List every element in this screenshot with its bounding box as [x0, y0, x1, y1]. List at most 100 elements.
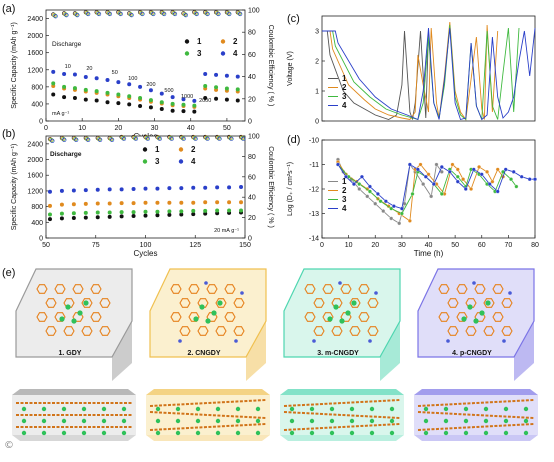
slab-lithium-atom [389, 406, 395, 412]
slab-lithium-atom [61, 406, 67, 412]
series-point-2 [469, 187, 474, 191]
slab-lithium-atom [175, 430, 181, 436]
ce-point-b [145, 136, 150, 141]
series-point-3 [127, 94, 132, 99]
slab-lithium-atom [121, 406, 127, 412]
series-point-4 [383, 199, 388, 204]
ce-point-a [74, 12, 79, 17]
annotation-discharge: Discharge [52, 41, 82, 48]
annotation-rate: 100 [128, 76, 137, 82]
slab-layer [417, 423, 535, 431]
series-point-2 [426, 172, 431, 177]
x-tick-label-d: 70 [504, 242, 512, 249]
slab-lithium-atom [41, 418, 47, 424]
slab-lithium-atom [503, 430, 509, 436]
series-point-4 [94, 76, 99, 81]
legend-label-4: 4 [342, 204, 347, 213]
lattice-ring [358, 312, 370, 322]
slab-top [12, 389, 136, 395]
ce-point-b [49, 138, 54, 143]
legend-swatch-1 [142, 147, 148, 152]
series-point-1 [235, 98, 240, 103]
series-point-1 [95, 215, 100, 220]
lattice-ring [367, 298, 379, 308]
legend-label-1: 1 [197, 37, 202, 46]
series-point-1 [215, 211, 220, 216]
x-tick-label-d: 20 [371, 242, 379, 249]
series-point-4 [336, 162, 340, 167]
legend-swatch-1 [184, 39, 190, 44]
ce-point-a [86, 11, 91, 17]
series-point-1 [59, 216, 64, 221]
ce-point-a [237, 11, 242, 16]
ce-point-a [194, 11, 199, 17]
lithium-atom [473, 318, 479, 324]
series-point-3 [389, 206, 394, 211]
lattice-ring [456, 284, 468, 294]
y-tick-label-a: 800 [31, 84, 43, 91]
legend-label-2: 2 [342, 83, 347, 92]
lattice-ring [358, 284, 370, 294]
y2-tick-label-a: 0 [248, 119, 252, 126]
series-point-3 [83, 210, 88, 215]
slab-lithium-atom [349, 418, 355, 424]
lattice-ring [224, 284, 236, 294]
legend-label-3: 3 [342, 195, 347, 204]
annotation-rate: 10 [65, 64, 71, 70]
slab-lithium-atom [389, 430, 395, 436]
y-tick-label-a: 400 [31, 101, 43, 108]
series-point-3 [239, 208, 244, 213]
ce-point-b [97, 137, 102, 142]
series-point-1 [181, 109, 186, 114]
series-point-2 [59, 202, 64, 207]
y2-tick-label-b: 60 [248, 174, 256, 181]
lattice-ring [349, 298, 361, 308]
slab-lithium-atom [101, 406, 107, 412]
ce-point-b [133, 136, 139, 141]
y2-tick-label-b: 100 [248, 134, 260, 141]
ce-point-a [139, 11, 144, 16]
series-line-3 [322, 24, 520, 121]
ce-point-b [240, 136, 245, 141]
series-line-2 [322, 21, 499, 121]
y-axis-label-d: Log (D₊ / cm²s⁻¹) [287, 162, 294, 216]
slab-lithium-atom [309, 406, 315, 412]
slab-top [414, 389, 538, 395]
slab-layer [283, 399, 401, 407]
slab-layer [149, 411, 267, 419]
ce-point-b [180, 136, 186, 141]
series-point-4 [148, 88, 153, 93]
series-point-3 [378, 199, 383, 204]
y-tick-label-c: 2 [315, 59, 319, 66]
series-point-3 [107, 210, 112, 215]
series-point-3 [179, 209, 184, 214]
ce-point-a [151, 11, 156, 17]
series-point-4 [447, 169, 452, 174]
ce-point-b [121, 136, 126, 141]
lattice-ring [45, 326, 57, 336]
ce-point-a [63, 12, 68, 17]
series-point-4 [511, 169, 516, 174]
nitrogen-atom [472, 281, 476, 285]
series-point-2 [227, 200, 232, 205]
series-point-2 [477, 164, 482, 169]
series-point-3 [59, 211, 64, 216]
series-point-4 [62, 72, 67, 77]
slab-lithium-atom [463, 406, 469, 412]
annotation-discharge: Discharge [50, 151, 82, 158]
legend-swatch-3 [142, 159, 148, 164]
slab-lithium-atom [61, 430, 67, 436]
series-point-4 [423, 174, 428, 179]
lithium-atom [77, 310, 83, 316]
ce-point-a [107, 11, 113, 17]
structure-label: 2. CNGDY [187, 350, 220, 357]
series-point-4 [391, 204, 396, 209]
series-point-2 [203, 200, 208, 205]
series-point-1 [116, 101, 121, 106]
lattice-ring [206, 284, 218, 294]
series-point-4 [359, 174, 364, 179]
series-point-3 [71, 211, 76, 216]
lithium-atom [333, 304, 339, 310]
series-point-3 [159, 100, 164, 105]
series-point-3 [83, 87, 88, 92]
